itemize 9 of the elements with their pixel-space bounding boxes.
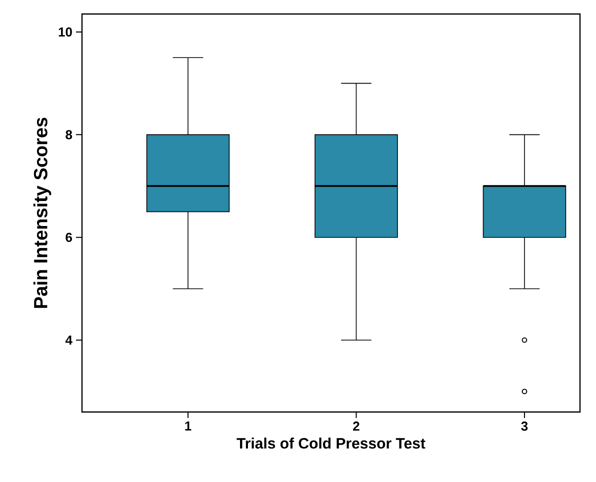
x-tick-label: 3 (521, 422, 528, 431)
x-axis-title: Trials of Cold Pressor Test (236, 438, 426, 449)
y-tick-label: 10 (58, 27, 72, 37)
x-tick-label: 1 (185, 422, 192, 430)
y-axis-title: Pain Intensity Scores (33, 118, 52, 308)
x-tick-label: 2 (353, 422, 360, 431)
y-tick-label: 6 (66, 232, 72, 242)
y-tick-label: 4 (65, 336, 72, 345)
y-tick-label: 8 (66, 130, 72, 140)
